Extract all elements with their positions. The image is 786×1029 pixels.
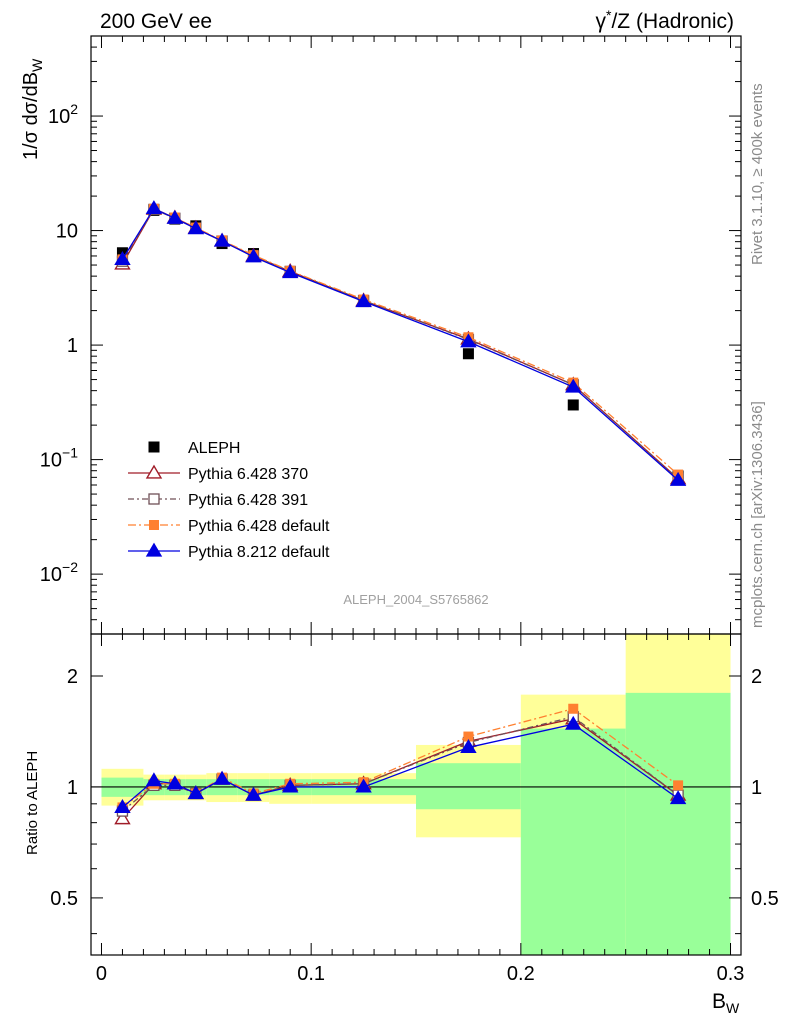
- p8-point: [145, 200, 163, 215]
- legend-entry-p391: Pythia 6.428 391: [128, 492, 308, 509]
- legend-marker: [149, 520, 159, 530]
- p8-ratio-point: [245, 786, 262, 801]
- p8-point: [281, 264, 299, 279]
- legend-entry-p8: Pythia 8.212 default: [128, 542, 330, 561]
- ratio-y-tick-label: 1: [67, 777, 78, 799]
- process-label: γ*/Z (Hadronic): [596, 7, 734, 33]
- legend-marker: [145, 464, 163, 479]
- ratio-band-inner: [625, 692, 731, 955]
- p6def-line: [121, 207, 679, 476]
- x-tick-label: 0.2: [507, 963, 535, 985]
- aleph-data-point: [462, 348, 474, 360]
- legend-label: Pythia 8.212 default: [188, 544, 330, 561]
- p8-ratio-point: [145, 772, 163, 787]
- p8-ratio-point: [565, 715, 582, 730]
- p8-point: [565, 378, 582, 393]
- ratio-panel-frame: [90, 633, 742, 956]
- main-y-tick-label: 1: [67, 335, 78, 357]
- p8-ratio-point: [281, 778, 299, 793]
- analysis-label: ALEPH_2004_S5765862: [343, 592, 488, 607]
- legend-marker: [148, 493, 160, 505]
- legend-marker: [148, 441, 160, 453]
- legend-label: Pythia 6.428 370: [188, 466, 308, 483]
- main-y-axis-title: 1/σ dσ/dBW: [20, 58, 45, 160]
- p6def-ratio-point: [673, 780, 684, 791]
- p8-point: [355, 293, 372, 308]
- p8-point: [213, 232, 231, 247]
- ratio-panel-series: [114, 703, 687, 825]
- p8-point: [460, 333, 477, 348]
- main-y-tick-label: 10−2: [40, 559, 78, 586]
- x-axis-title: BW: [712, 990, 740, 1016]
- p8-ratio-point: [355, 778, 372, 793]
- x-tick-label: 0: [96, 963, 107, 985]
- legend-marker: [145, 542, 163, 557]
- main-panel-series: [114, 200, 687, 486]
- p8-ratio-point: [114, 799, 131, 814]
- main-panel-axes: 10−2 10−1 1 10 102: [40, 35, 741, 635]
- main-y-tick-label: 102: [48, 101, 78, 128]
- p8-ratio-point: [187, 785, 205, 800]
- p8-point: [669, 471, 687, 486]
- p8-point: [114, 251, 131, 266]
- legend-label: Pythia 6.428 default: [188, 518, 330, 535]
- ratio-band-inner: [416, 763, 521, 810]
- legend-entry-aleph: ALEPH: [148, 440, 240, 457]
- legend-label: Pythia 6.428 391: [188, 492, 308, 509]
- p8-ratio-point: [213, 770, 231, 785]
- series-p8: [114, 200, 687, 486]
- ratio-uncertainty-bands: [91, 634, 741, 955]
- p370-ratio-point: [114, 810, 131, 825]
- x-tick-label: 0.3: [717, 963, 745, 985]
- p8-point: [166, 209, 184, 224]
- main-y-tick-label: 10: [56, 221, 78, 243]
- legend-entry-p370: Pythia 6.428 370: [128, 464, 308, 483]
- ratio-y-axis-title: Ratio to ALEPH: [24, 751, 41, 855]
- ratio-y-tick-label: 0.5: [50, 888, 78, 910]
- rivet-version-label: Rivet 3.1.10, ≥ 400k events: [749, 83, 766, 265]
- ratio-band-inner: [520, 728, 626, 955]
- ratio-series-p8: [114, 715, 687, 814]
- legend-entry-p6def: Pythia 6.428 default: [128, 518, 330, 535]
- aleph-data-point: [567, 399, 579, 411]
- x-tick-label: 0.1: [297, 963, 325, 985]
- ratio-y-tick-label: 2: [67, 666, 78, 688]
- p8-point: [187, 220, 205, 235]
- p6def-ratio-point: [568, 703, 579, 714]
- mcplots-reference-label: mcplots.cern.ch [arXiv:1306.3436]: [749, 401, 766, 628]
- main-y-tick-label: 10−1: [40, 445, 78, 472]
- legend: ALEPH Pythia 6.428 370 Pythia 6.428 391 Pyt…: [128, 440, 330, 561]
- p8-ratio-point: [669, 790, 687, 805]
- ratio-y-tick-label-right: 2: [751, 666, 762, 688]
- p8-ratio-point: [166, 775, 184, 790]
- ratio-y-tick-label-right: 1: [751, 777, 762, 799]
- legend-label: ALEPH: [188, 440, 240, 457]
- p8-point: [245, 248, 262, 263]
- ratio-panel-axes: 0.5 0.5 1 1 2 2 0 0.1 0.2 0.3: [50, 634, 779, 985]
- ratio-y-tick-label-right: 0.5: [751, 888, 779, 910]
- p8-ratio-point: [460, 739, 477, 754]
- header-title: 200 GeV ee: [100, 10, 212, 33]
